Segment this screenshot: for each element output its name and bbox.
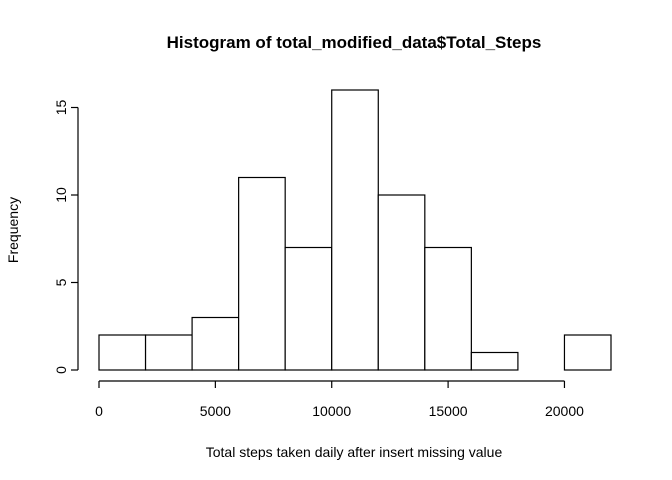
x-tick-label-0: 0 — [95, 403, 103, 419]
x-tick-label-1: 5000 — [200, 403, 231, 419]
histogram-bar-7 — [424, 246, 472, 371]
x-axis: 0 5000 10000 15000 20000 — [95, 380, 584, 419]
bars-group — [98, 89, 612, 371]
histogram-bar-10 — [563, 334, 612, 371]
histogram-bar-4 — [284, 246, 333, 371]
histogram-bar-0 — [98, 334, 147, 371]
chart-title: Histogram of total_modified_data$Total_S… — [167, 33, 542, 52]
histogram-bar-5 — [331, 89, 379, 371]
histogram-bar-2 — [191, 316, 240, 371]
y-axis-label: Frequency — [5, 197, 21, 263]
x-tick-label-4: 20000 — [545, 403, 584, 419]
y-tick-label-2: 10 — [53, 187, 69, 203]
histogram-bar-6 — [377, 194, 426, 371]
x-axis-label: Total steps taken daily after insert mis… — [206, 444, 503, 460]
y-tick-label-1: 5 — [53, 278, 69, 286]
histogram-bar-3 — [238, 176, 286, 371]
y-tick-label-3: 15 — [53, 100, 69, 116]
x-tick-label-3: 15000 — [429, 403, 468, 419]
x-tick-label-2: 10000 — [312, 403, 351, 419]
histogram-bar-1 — [144, 334, 193, 371]
histogram-bar-8 — [470, 351, 519, 371]
y-axis: 0 5 10 15 — [53, 100, 79, 374]
y-tick-label-0: 0 — [53, 366, 69, 374]
